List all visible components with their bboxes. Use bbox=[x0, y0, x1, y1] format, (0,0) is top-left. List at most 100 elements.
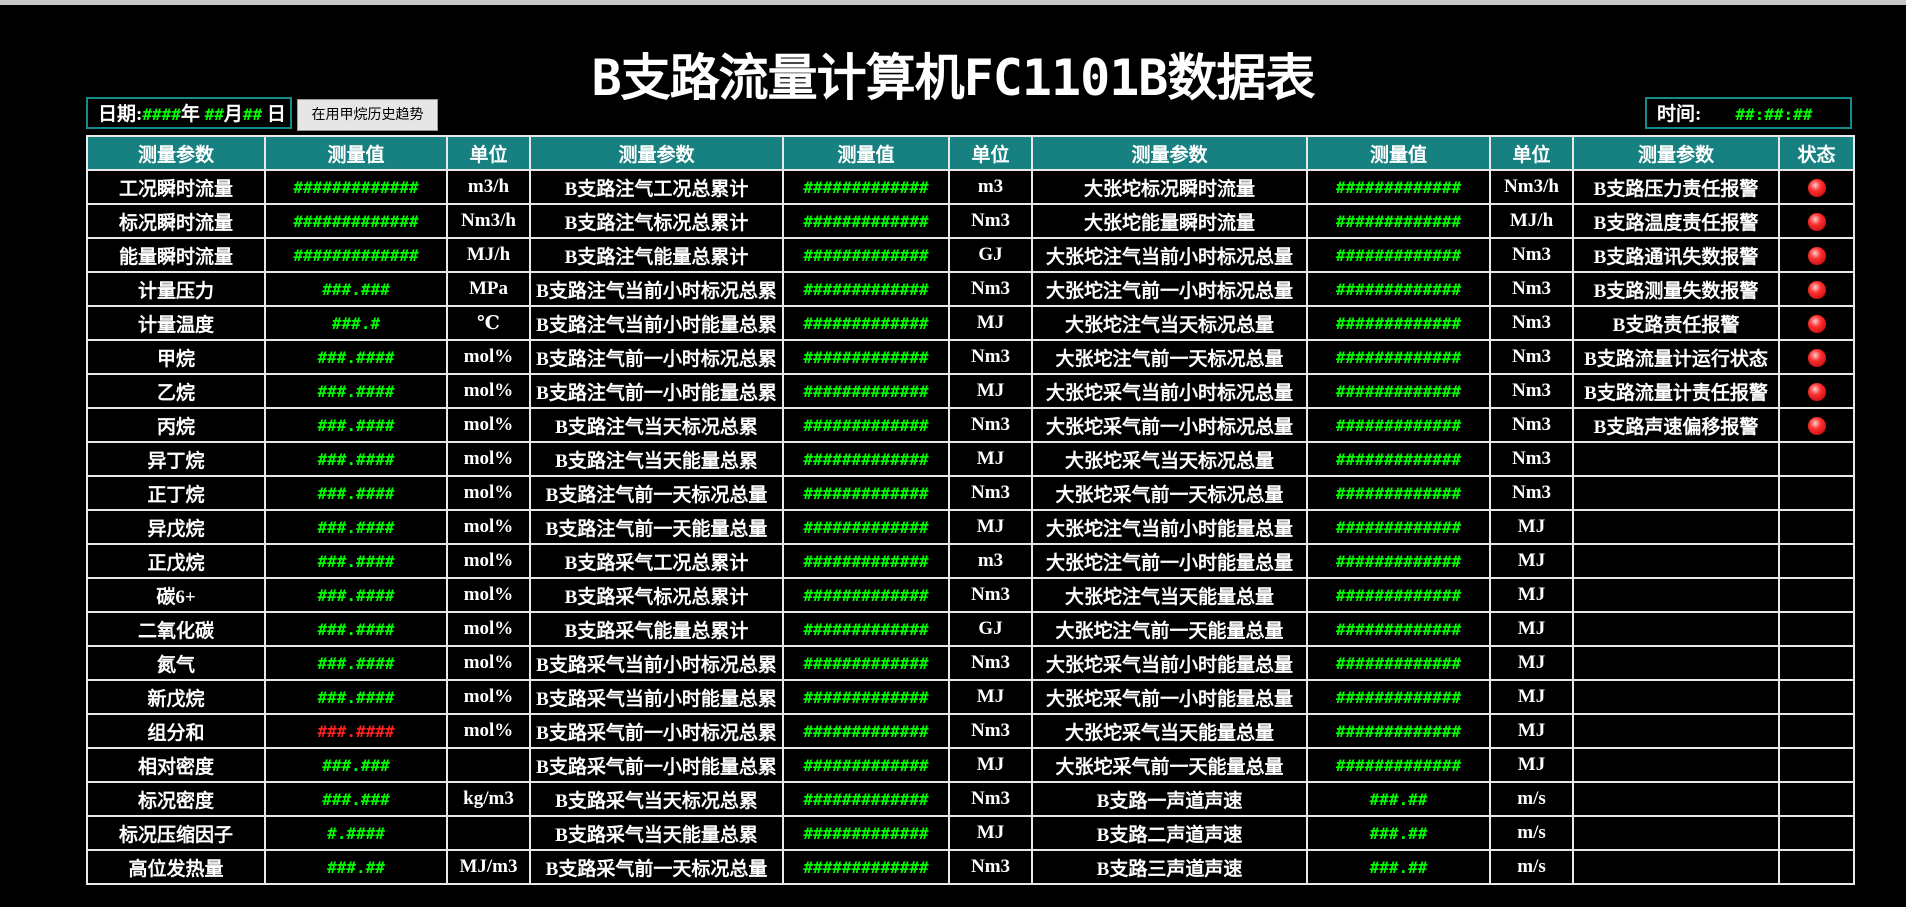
column-header: 测量参数 bbox=[1572, 135, 1780, 171]
unit-cell: Nm3 bbox=[1489, 475, 1574, 511]
measured-value: ############# bbox=[1306, 747, 1491, 783]
unit-cell: GJ bbox=[948, 611, 1033, 647]
parameter-cell: 工况瞬时流量 bbox=[86, 169, 266, 205]
date-month-unit: 月 bbox=[223, 104, 243, 125]
parameter-cell: 大张坨注气前一天能量总量 bbox=[1031, 611, 1308, 647]
unit-cell: Nm3 bbox=[948, 203, 1033, 239]
unit-cell bbox=[446, 747, 531, 783]
measured-value: ###.## bbox=[1306, 849, 1491, 885]
unit-cell: mol% bbox=[446, 577, 531, 613]
measured-value: ############# bbox=[1306, 305, 1491, 341]
status-cell bbox=[1778, 373, 1855, 409]
table-row: 丙烷 ###.#### mol% B支路注气当天标况总累 ############# Nm… bbox=[86, 407, 1855, 443]
measured-value: ############# bbox=[782, 679, 950, 715]
parameter-cell: 大张坨注气当天标况总量 bbox=[1031, 305, 1308, 341]
measured-value: ############# bbox=[782, 849, 950, 885]
parameter-cell: 大张坨能量瞬时流量 bbox=[1031, 203, 1308, 239]
date-month: ## bbox=[204, 105, 224, 124]
measured-value: ############# bbox=[1306, 271, 1491, 307]
parameter-cell bbox=[1572, 577, 1780, 613]
parameter-cell: 计量压力 bbox=[86, 271, 266, 307]
unit-cell: mol% bbox=[446, 475, 531, 511]
measured-value: ############# bbox=[1306, 373, 1491, 409]
measured-value: ############# bbox=[782, 203, 950, 239]
parameter-cell: 标况瞬时流量 bbox=[86, 203, 266, 239]
status-cell bbox=[1778, 169, 1855, 205]
table-row: 高位发热量 ###.## MJ/m3 B支路采气前一天标况总量 ############… bbox=[86, 849, 1855, 885]
measured-value: ############# bbox=[782, 441, 950, 477]
parameter-cell: B支路采气当天能量总累 bbox=[529, 815, 784, 851]
unit-cell: MJ bbox=[1489, 679, 1574, 715]
measured-value: ############# bbox=[782, 611, 950, 647]
unit-cell: mol% bbox=[446, 509, 531, 545]
date-box: 日期:####年 ##月## 日 bbox=[86, 97, 292, 129]
table-row: 新戊烷 ###.#### mol% B支路采气当前小时能量总累 ############… bbox=[86, 679, 1855, 715]
measured-value: ###.#### bbox=[264, 373, 448, 409]
unit-cell: Nm3 bbox=[948, 849, 1033, 885]
unit-cell: m/s bbox=[1489, 849, 1574, 885]
parameter-cell: B支路注气前一小时能量总累 bbox=[529, 373, 784, 409]
data-table: 测量参数 测量值 单位 测量参数 测量值 单位 测量参数 测量值 单位 测量参数 状态 工况瞬时流量 #… bbox=[86, 135, 1855, 885]
status-cell bbox=[1778, 203, 1855, 239]
parameter-cell: B支路注气当前小时标况总累 bbox=[529, 271, 784, 307]
status-cell bbox=[1778, 645, 1855, 681]
measured-value: ############# bbox=[1306, 543, 1491, 579]
parameter-cell: B支路注气工况总累计 bbox=[529, 169, 784, 205]
measured-value: ###.#### bbox=[264, 543, 448, 579]
time-value: ##:##:## bbox=[1735, 105, 1813, 124]
trend-button[interactable]: 在用甲烷历史趋势 bbox=[297, 99, 438, 131]
column-header: 测量值 bbox=[1306, 135, 1491, 171]
parameter-cell: B支路三声道声速 bbox=[1031, 849, 1308, 885]
measured-value: ###.## bbox=[1306, 815, 1491, 851]
unit-cell: mol% bbox=[446, 611, 531, 647]
status-cell bbox=[1778, 305, 1855, 341]
measured-value: ############# bbox=[782, 373, 950, 409]
parameter-cell: B支路采气前一天标况总量 bbox=[529, 849, 784, 885]
unit-cell: MJ bbox=[1489, 645, 1574, 681]
table-row: 相对密度 ###.### B支路采气前一小时能量总累 ############# MJ 大… bbox=[86, 747, 1855, 783]
status-cell bbox=[1778, 475, 1855, 511]
unit-cell: MJ bbox=[1489, 577, 1574, 613]
measured-value: ###.## bbox=[1306, 781, 1491, 817]
measured-value: ############# bbox=[1306, 407, 1491, 443]
unit-cell: MJ bbox=[1489, 611, 1574, 647]
unit-cell: MJ/h bbox=[1489, 203, 1574, 239]
parameter-cell bbox=[1572, 781, 1780, 817]
measured-value: ############# bbox=[782, 169, 950, 205]
parameter-cell: 大张坨采气当天能量总量 bbox=[1031, 713, 1308, 749]
measured-value: ###.#### bbox=[264, 645, 448, 681]
parameter-cell: 高位发热量 bbox=[86, 849, 266, 885]
header-row: 测量参数 测量值 单位 测量参数 测量值 单位 测量参数 测量值 单位 测量参数 状态 bbox=[86, 135, 1855, 171]
parameter-cell bbox=[1572, 815, 1780, 851]
alarm-lamp bbox=[1807, 348, 1826, 367]
unit-cell: Nm3 bbox=[1489, 271, 1574, 307]
status-cell bbox=[1778, 407, 1855, 443]
unit-cell: m3/h bbox=[446, 169, 531, 205]
alarm-lamp bbox=[1807, 178, 1826, 197]
status-cell bbox=[1778, 781, 1855, 817]
parameter-cell: 组分和 bbox=[86, 713, 266, 749]
parameter-cell bbox=[1572, 611, 1780, 647]
status-cell bbox=[1778, 543, 1855, 579]
unit-cell: MJ bbox=[948, 373, 1033, 409]
parameter-cell: B支路注气前一天能量总量 bbox=[529, 509, 784, 545]
parameter-cell: B支路注气当天标况总累 bbox=[529, 407, 784, 443]
parameter-cell: 大张坨采气前一天能量总量 bbox=[1031, 747, 1308, 783]
parameter-cell: B支路注气当前小时能量总累 bbox=[529, 305, 784, 341]
unit-cell: Nm3 bbox=[1489, 339, 1574, 375]
unit-cell: mol% bbox=[446, 713, 531, 749]
unit-cell: MJ bbox=[948, 509, 1033, 545]
table-row: 碳6+ ###.#### mol% B支路采气标况总累计 ############# Nm… bbox=[86, 577, 1855, 613]
status-cell bbox=[1778, 339, 1855, 375]
parameter-cell bbox=[1572, 475, 1780, 511]
unit-cell: mol% bbox=[446, 339, 531, 375]
parameter-cell: B支路温度责任报警 bbox=[1572, 203, 1780, 239]
unit-cell: Nm3 bbox=[1489, 441, 1574, 477]
status-cell bbox=[1778, 679, 1855, 715]
unit-cell: Nm3 bbox=[948, 781, 1033, 817]
status-cell bbox=[1778, 849, 1855, 885]
unit-cell: MJ bbox=[1489, 543, 1574, 579]
parameter-cell: 氮气 bbox=[86, 645, 266, 681]
alarm-lamp bbox=[1807, 382, 1826, 401]
status-cell bbox=[1778, 713, 1855, 749]
